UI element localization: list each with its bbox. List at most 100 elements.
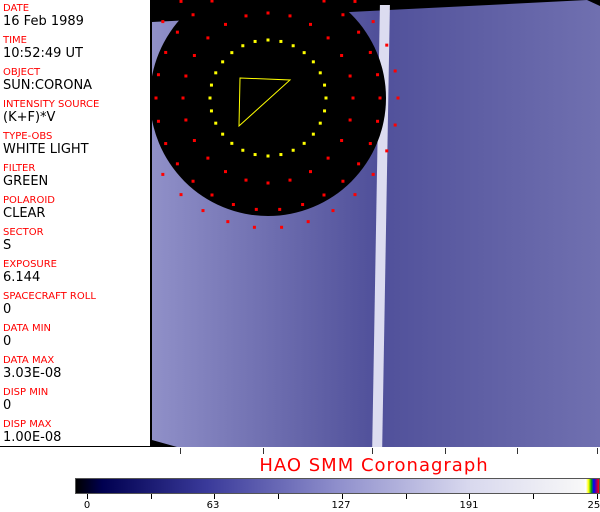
field-value: 1.00E-08 bbox=[3, 430, 62, 445]
colorbar bbox=[75, 478, 600, 494]
grid-marker-dot bbox=[156, 119, 160, 123]
field-date: DATE 16 Feb 1989 bbox=[3, 3, 84, 29]
field-sector: SECTOR S bbox=[3, 227, 44, 253]
field-label: SPACECRAFT ROLL bbox=[3, 291, 96, 302]
grid-marker-dot bbox=[322, 193, 326, 197]
field-polaroid: POLAROID CLEAR bbox=[3, 195, 55, 221]
grid-marker-dot bbox=[318, 121, 322, 125]
grid-marker-dot bbox=[311, 60, 315, 64]
grid-marker-dot bbox=[175, 162, 179, 166]
grid-marker-dot bbox=[288, 14, 292, 18]
colorbar-tick-label: 255 bbox=[587, 500, 600, 511]
grid-marker-dot bbox=[210, 0, 214, 3]
grid-marker-dot bbox=[323, 83, 327, 87]
grid-marker-dot bbox=[191, 13, 195, 17]
field-label: DATA MAX bbox=[3, 355, 55, 366]
grid-marker-dot bbox=[326, 36, 330, 40]
grid-marker-dot bbox=[385, 149, 389, 153]
field-label: SECTOR bbox=[3, 227, 44, 238]
field-type-obs: TYPE-OBS WHITE LIGHT bbox=[3, 131, 89, 157]
grid-marker-dot bbox=[376, 73, 380, 77]
field-label: DISP MIN bbox=[3, 387, 49, 398]
field-label: DISP MAX bbox=[3, 419, 52, 430]
grid-marker-dot bbox=[266, 11, 270, 15]
field-object: OBJECT SUN:CORONA bbox=[3, 67, 92, 93]
grid-marker-dot bbox=[164, 142, 168, 146]
grid-marker-dot bbox=[309, 170, 312, 174]
grid-marker-dot bbox=[179, 0, 183, 3]
grid-marker-dot bbox=[161, 20, 165, 24]
field-value: 0 bbox=[3, 334, 12, 349]
field-value: 10:52:49 UT bbox=[3, 46, 83, 61]
grid-marker-dot bbox=[302, 141, 306, 145]
grid-marker-dot bbox=[311, 132, 315, 136]
grid-marker-dot bbox=[280, 225, 284, 229]
grid-marker-dot bbox=[324, 96, 328, 100]
grid-marker-dot bbox=[192, 139, 196, 142]
grid-marker-dot bbox=[192, 54, 196, 57]
colorbar-tick bbox=[214, 494, 216, 499]
field-data-min: DATA MIN 0 bbox=[3, 323, 51, 349]
grid-marker-dot bbox=[371, 172, 375, 176]
field-value: 3.03E-08 bbox=[3, 366, 62, 381]
grid-marker-dot bbox=[209, 83, 213, 87]
field-label: DATE bbox=[3, 3, 30, 14]
grid-marker-dot bbox=[266, 154, 270, 158]
axis-tick bbox=[445, 448, 446, 454]
field-label: OBJECT bbox=[3, 67, 41, 78]
coronagraph-image bbox=[150, 0, 600, 447]
colorbar-tick bbox=[341, 494, 343, 499]
field-spacecraft-roll: SPACECRAFT ROLL 0 bbox=[3, 291, 96, 317]
grid-marker-dot bbox=[221, 60, 225, 64]
grid-marker-dot bbox=[376, 119, 380, 123]
field-label: EXPOSURE bbox=[3, 259, 58, 270]
grid-marker-dot bbox=[224, 22, 227, 26]
grid-marker-dot bbox=[226, 220, 230, 224]
field-intensity-source: INTENSITY SOURCE (K+F)*V bbox=[3, 99, 99, 125]
grid-marker-dot bbox=[279, 39, 283, 43]
field-value: (K+F)*V bbox=[3, 110, 56, 125]
field-filter: FILTER GREEN bbox=[3, 163, 48, 189]
grid-marker-dot bbox=[341, 179, 345, 183]
field-label: TIME bbox=[3, 35, 28, 46]
grid-marker-dot bbox=[254, 207, 258, 211]
instrument-title: HAO SMM Coronagraph bbox=[259, 455, 489, 476]
grid-marker-dot bbox=[244, 178, 248, 182]
field-label: FILTER bbox=[3, 163, 36, 174]
grid-marker-dot bbox=[156, 73, 160, 77]
grid-marker-dot bbox=[266, 38, 270, 42]
grid-marker-dot bbox=[341, 13, 345, 17]
grid-marker-dot bbox=[348, 74, 352, 78]
grid-marker-dot bbox=[201, 209, 205, 213]
grid-marker-dot bbox=[209, 109, 213, 113]
colorbar-tick-label: 63 bbox=[206, 500, 220, 511]
field-value: S bbox=[3, 238, 12, 253]
grid-marker-dot bbox=[161, 172, 165, 176]
field-time: TIME 10:52:49 UT bbox=[3, 35, 83, 61]
grid-marker-dot bbox=[224, 170, 227, 174]
field-label: INTENSITY SOURCE bbox=[3, 99, 100, 110]
axis-tick bbox=[263, 448, 264, 454]
grid-marker-dot bbox=[241, 44, 245, 48]
grid-marker-dot bbox=[206, 156, 210, 160]
field-value: WHITE LIGHT bbox=[3, 142, 89, 157]
grid-marker-dot bbox=[179, 193, 183, 197]
grid-marker-dot bbox=[371, 20, 375, 24]
grid-marker-dot bbox=[291, 44, 295, 48]
coronagraph-svg bbox=[150, 0, 600, 447]
field-label: POLAROID bbox=[3, 195, 56, 206]
grid-marker-dot bbox=[393, 69, 397, 73]
header-info-panel: DATE 16 Feb 1989 TIME 10:52:49 UT OBJECT SUN:… bbox=[0, 0, 152, 447]
grid-marker-dot bbox=[221, 132, 225, 136]
grid-marker-dot bbox=[230, 141, 234, 145]
grid-marker-dot bbox=[164, 50, 168, 54]
field-label: TYPE-OBS bbox=[3, 131, 53, 142]
grid-marker-dot bbox=[230, 51, 234, 55]
field-value: SUN:CORONA bbox=[3, 78, 93, 93]
grid-marker-dot bbox=[244, 14, 248, 18]
grid-marker-dot bbox=[323, 109, 327, 113]
grid-marker-dot bbox=[368, 142, 372, 146]
grid-marker-dot bbox=[353, 0, 357, 3]
grid-marker-dot bbox=[385, 43, 389, 47]
grid-marker-dot bbox=[393, 123, 397, 127]
